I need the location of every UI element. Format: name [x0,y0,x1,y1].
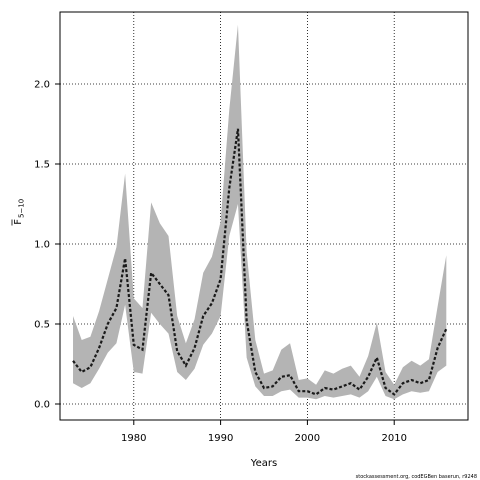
svg-text:F: F [13,219,24,225]
x-tick-label: 1990 [208,433,233,444]
x-tick-label: 1980 [121,433,146,444]
y-tick-label: 0.0 [34,400,50,411]
y-tick-label: 1.5 [34,160,50,171]
x-tick-label: 2010 [381,433,406,444]
y-tick-label: 2.0 [34,80,50,91]
y-tick-label: 1.0 [34,240,50,251]
x-tick-label: 2000 [295,433,320,444]
y-axis-title-sub: 5−10 [18,199,26,218]
y-axis-ticks: 0.0 0.5 1.0 1.5 2.0 [34,80,60,411]
estimate-line [72,128,448,396]
y-axis-title: F 5−10 [11,199,26,226]
confidence-band [73,24,447,400]
y-tick-label: 0.5 [34,320,50,331]
x-axis-title: Years [250,458,277,469]
grid-lines [60,12,468,420]
svg-text:5−10: 5−10 [18,199,26,218]
y-axis-title-main: F [13,219,24,225]
plot-frame [59,11,469,421]
footer-credit: stockassessment.org, codEGBen baserun, r… [356,474,477,480]
x-axis-ticks: 1980 1990 2000 2010 [121,420,407,444]
